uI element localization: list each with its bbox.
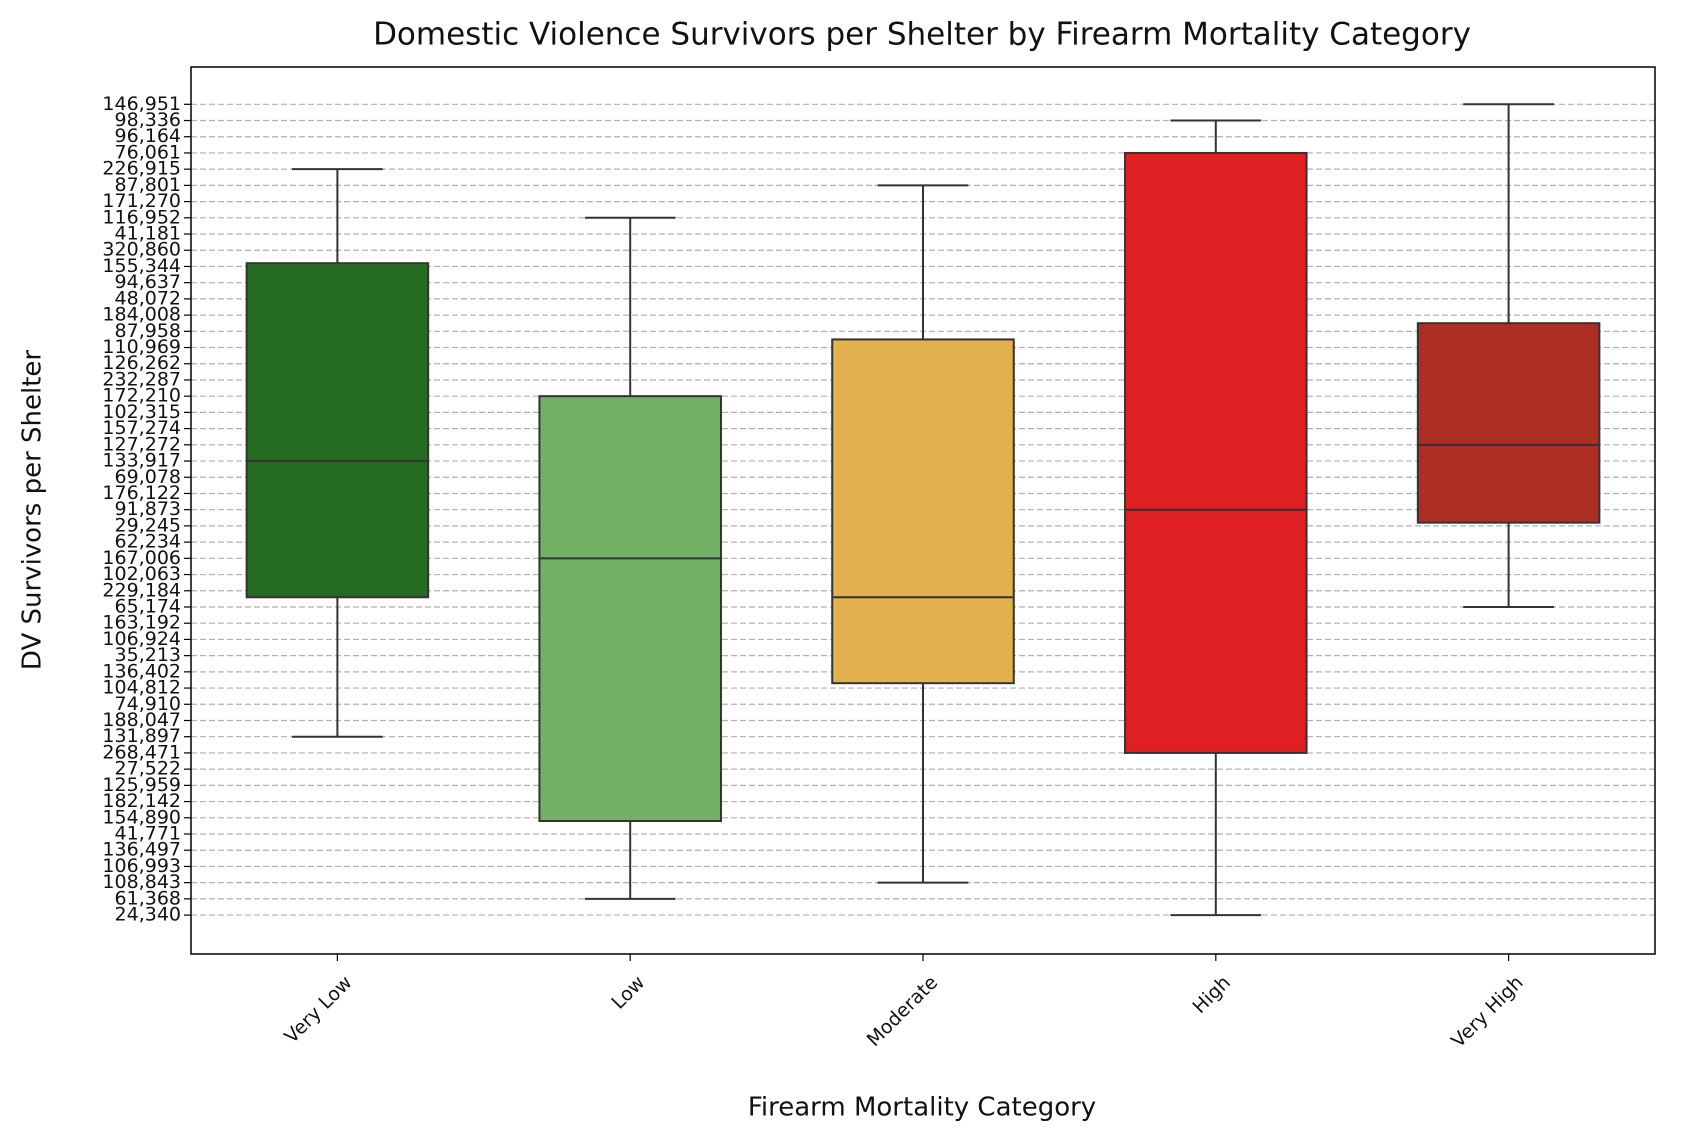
y-tick-label: 136,402 (102, 660, 181, 682)
chart-title: Domestic Violence Survivors per Shelter … (373, 17, 1471, 53)
y-tick-label: 131,897 (102, 725, 181, 747)
y-tick-label: 96,164 (115, 125, 181, 147)
y-tick-label: 106,993 (102, 855, 181, 877)
box (1416, 322, 1601, 524)
y-tick-label: 133,917 (102, 450, 181, 472)
box (538, 395, 722, 823)
y-tick-label: 65,174 (115, 595, 181, 617)
y-tick-label: 41,771 (115, 823, 181, 845)
y-tick-label: 268,471 (102, 741, 181, 763)
y-tick-label: 172,210 (102, 385, 181, 407)
y-tick-label: 157,274 (102, 417, 181, 439)
x-tick-label: Moderate (863, 972, 942, 1051)
box (245, 262, 430, 599)
box (1124, 151, 1308, 754)
y-tick-label: 94,637 (115, 271, 181, 293)
x-tick-label: Very High (1447, 972, 1528, 1053)
y-tick-label: 320,860 (102, 239, 181, 261)
y-tick-label: 232,287 (102, 368, 181, 390)
x-tick-label: High (1189, 972, 1235, 1018)
y-tick-label: 116,952 (102, 206, 181, 228)
y-tick-label: 48,072 (115, 287, 181, 309)
x-tick-label: Very Low (280, 972, 356, 1048)
y-tick-label: 62,234 (115, 531, 181, 553)
y-tick-label: 167,006 (102, 547, 181, 569)
y-tick-label: 102,063 (102, 563, 181, 585)
y-tick-label: 87,958 (115, 320, 181, 342)
y-tick-label: 171,270 (102, 190, 181, 212)
y-tick-label: 154,890 (102, 806, 181, 828)
y-tick-label: 74,910 (115, 693, 181, 715)
y-tick-label: 136,497 (102, 839, 181, 861)
y-tick-label: 226,915 (102, 158, 181, 180)
y-tick-label: 98,336 (115, 109, 181, 131)
y-tick-label: 127,272 (102, 433, 181, 455)
y-tick-label: 110,969 (102, 336, 181, 358)
y-tick-label: 104,812 (102, 677, 181, 699)
y-tick-label: 102,315 (102, 401, 181, 423)
y-tick-label: 91,873 (115, 498, 181, 520)
y-tick-label: 27,522 (115, 758, 181, 780)
y-tick-label: 182,142 (102, 790, 181, 812)
y-tick-label: 125,959 (102, 774, 181, 796)
y-axis-label: DV Survivors per Shelter (18, 350, 48, 671)
y-tick-label: 146,951 (102, 93, 181, 115)
y-tick-label: 24,340 (115, 904, 181, 926)
box (831, 338, 1015, 685)
x-tick-label: Low (607, 972, 649, 1014)
y-tick-label: 69,078 (115, 466, 181, 488)
plot-frame (190, 66, 1656, 955)
y-tick-label: 229,184 (102, 579, 181, 601)
y-tick-label: 61,368 (115, 887, 181, 909)
y-tick-label: 76,061 (115, 141, 181, 163)
y-tick-label: 176,122 (102, 482, 181, 504)
y-tick-label: 87,801 (115, 174, 181, 196)
y-tick-label: 188,047 (102, 709, 181, 731)
y-tick-label: 184,008 (102, 304, 181, 326)
y-tick-label: 108,843 (102, 871, 181, 893)
y-tick-label: 106,924 (102, 628, 181, 650)
y-tick-label: 35,213 (115, 644, 181, 666)
y-tick-label: 29,245 (115, 514, 181, 536)
x-axis-label: Firearm Mortality Category (748, 1093, 1096, 1123)
y-tick-label: 163,192 (102, 612, 181, 634)
y-tick-label: 41,181 (115, 223, 181, 245)
y-tick-label: 155,344 (102, 255, 181, 277)
y-tick-label: 126,262 (102, 352, 181, 374)
